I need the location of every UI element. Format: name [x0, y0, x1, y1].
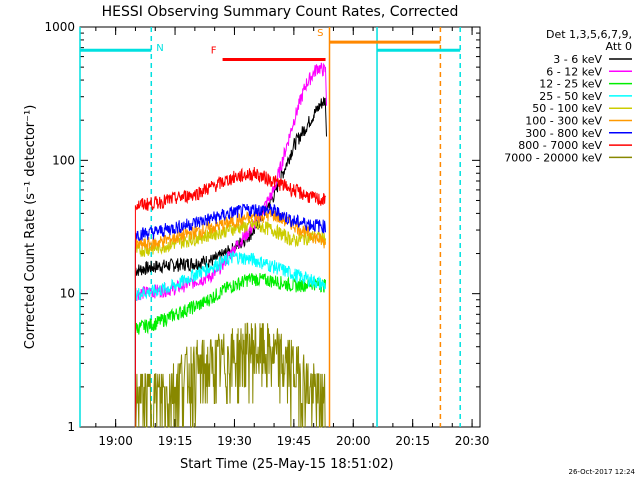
y-tick-label: 10 [60, 287, 75, 301]
series-line [134, 203, 326, 427]
series-line [134, 250, 326, 427]
legend-entry-label: 300 - 800 keV [525, 127, 602, 140]
x-tick-label: 19:15 [158, 434, 193, 448]
legend-subtitle: Att 0 [606, 40, 632, 53]
series-line [135, 322, 326, 428]
legend-entry-label: 25 - 50 keV [539, 90, 602, 103]
series-line [134, 96, 327, 427]
x-tick-label: 20:15 [395, 434, 430, 448]
footer-date: 26-Oct-2017 12:24 [569, 468, 636, 476]
series-line [134, 217, 326, 427]
x-tick-label: 20:30 [455, 434, 490, 448]
x-tick-label: 19:30 [217, 434, 252, 448]
series-line [134, 166, 326, 427]
x-axis-label: Start Time (25-May-15 18:51:02) [180, 457, 394, 472]
y-tick-label: 100 [52, 153, 75, 167]
annotation-label: N [156, 43, 163, 54]
legend-entry-label: 6 - 12 keV [546, 65, 602, 78]
legend-entry-label: 800 - 7000 keV [518, 139, 602, 152]
legend-entry-label: 12 - 25 keV [539, 78, 602, 91]
legend-entry-label: 3 - 6 keV [553, 53, 602, 66]
legend-entry-label: 100 - 300 keV [525, 115, 602, 128]
y-tick-label: 1 [67, 420, 75, 434]
x-tick-label: 20:00 [336, 434, 371, 448]
legend-entry-label: 50 - 100 keV [532, 102, 602, 115]
y-tick-label: 1000 [44, 20, 75, 34]
x-tick-label: 19:00 [98, 434, 133, 448]
legend-entry-label: 7000 - 20000 keV [504, 151, 602, 164]
x-tick-label: 19:45 [277, 434, 312, 448]
y-axis-label: Corrected Count Rate (s⁻¹ detector⁻¹) [23, 105, 38, 350]
annotation-label: S [317, 28, 323, 39]
annotation-label: F [211, 46, 217, 57]
chart-title: HESSI Observing Summary Count Rates, Cor… [102, 4, 459, 20]
series-line [134, 209, 326, 427]
legend-title: Det 1,3,5,6,7,9, [546, 28, 632, 41]
